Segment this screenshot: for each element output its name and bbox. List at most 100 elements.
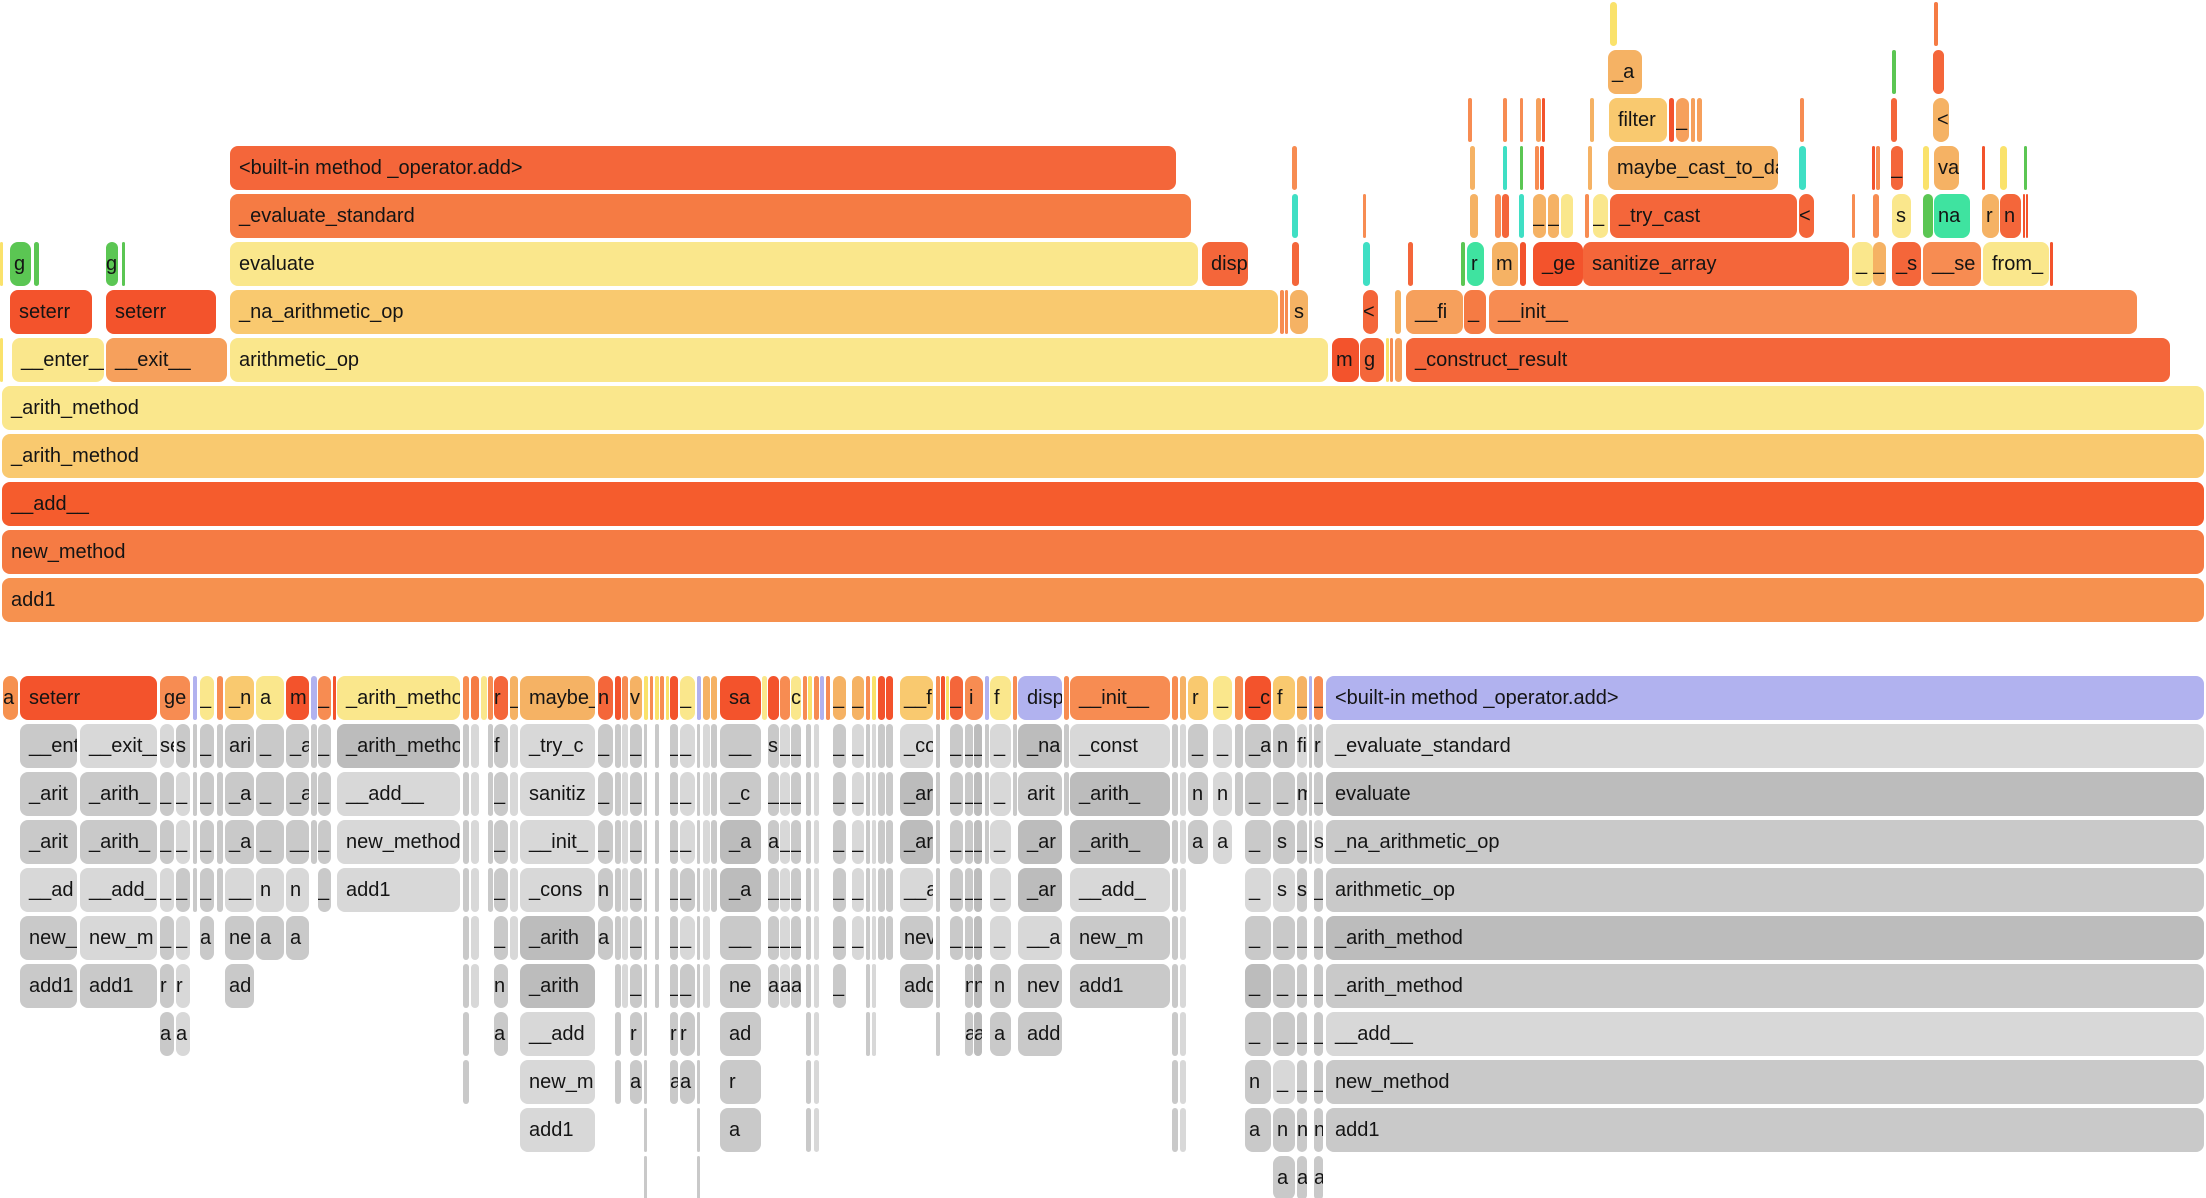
- frame-_a[interactable]: _a: [1608, 50, 1642, 94]
- frame-sliver[interactable]: [814, 1108, 819, 1152]
- frame-disp[interactable]: disp: [1202, 242, 1248, 286]
- frame-sliver[interactable]: [985, 820, 989, 864]
- frame-sliver[interactable]: [1520, 242, 1526, 286]
- frame-_[interactable]: _: [630, 868, 642, 912]
- frame-sliver[interactable]: [193, 676, 197, 720]
- frame-sliver[interactable]: [471, 772, 479, 816]
- frame-a[interactable]: a: [176, 1012, 190, 1056]
- frame-add1[interactable]: add1: [2, 578, 2204, 622]
- frame-sliver[interactable]: [866, 724, 870, 768]
- frame-add1[interactable]: add1: [1326, 1108, 2204, 1152]
- frame-sliver[interactable]: [814, 724, 819, 768]
- frame-sliver[interactable]: [488, 772, 493, 816]
- frame-_ar[interactable]: _ar: [900, 820, 933, 864]
- frame-sliver[interactable]: [878, 724, 885, 768]
- frame-sliver[interactable]: [878, 676, 885, 720]
- frame-add1[interactable]: add1: [337, 868, 460, 912]
- frame-sliver[interactable]: [872, 820, 876, 864]
- frame-sliver[interactable]: [1180, 1060, 1186, 1104]
- frame-_construct_result[interactable]: _construct_result: [1406, 338, 2170, 382]
- frame-r[interactable]: r: [670, 1012, 678, 1056]
- frame-sliver[interactable]: [886, 724, 893, 768]
- frame-_[interactable]: _: [974, 724, 982, 768]
- frame-sliver[interactable]: [1363, 194, 1366, 238]
- frame-_[interactable]: _: [965, 724, 973, 768]
- frame-sliver[interactable]: [644, 1108, 647, 1152]
- frame-_[interactable]: _: [833, 964, 846, 1008]
- frame-_arith_[interactable]: _arith_: [1070, 820, 1170, 864]
- frame-s[interactable]: s: [1314, 820, 1323, 864]
- frame-n[interactable]: n: [1297, 1108, 1307, 1152]
- frame-m[interactable]: m: [1297, 772, 1307, 816]
- frame-__add[interactable]: __add: [520, 1012, 595, 1056]
- frame-sliver[interactable]: [941, 676, 945, 720]
- frame-sliver[interactable]: [985, 676, 989, 720]
- frame-_[interactable]: _: [1245, 772, 1271, 816]
- frame-sliver[interactable]: [481, 676, 487, 720]
- frame-sliver[interactable]: [622, 964, 628, 1008]
- frame-_[interactable]: _: [965, 868, 973, 912]
- frame-new_m[interactable]: new_m: [520, 1060, 595, 1104]
- frame-r[interactable]: r: [630, 1012, 642, 1056]
- frame-n[interactable]: n: [1273, 1108, 1295, 1152]
- frame-sliver[interactable]: [806, 724, 811, 768]
- frame-_[interactable]: _: [1273, 1060, 1295, 1104]
- frame-_[interactable]: _: [974, 772, 982, 816]
- frame-sliver[interactable]: [711, 820, 717, 864]
- frame-_[interactable]: _: [974, 916, 982, 960]
- frame-_[interactable]: _: [160, 820, 174, 864]
- frame-_[interactable]: _: [494, 868, 508, 912]
- frame-sliver[interactable]: [193, 772, 197, 816]
- frame-a[interactable]: a: [791, 964, 801, 1008]
- frame-sliver[interactable]: [655, 820, 659, 864]
- frame-a[interactable]: a: [768, 964, 779, 1008]
- frame-_[interactable]: _: [200, 772, 214, 816]
- frame-sliver[interactable]: [1386, 338, 1389, 382]
- frame-_[interactable]: _: [494, 916, 508, 960]
- frame-ne[interactable]: ne: [720, 964, 761, 1008]
- frame-sliver[interactable]: [644, 868, 647, 912]
- frame-_[interactable]: _: [1245, 964, 1271, 1008]
- frame-a[interactable]: a: [780, 964, 790, 1008]
- frame-sliver[interactable]: [1013, 676, 1017, 720]
- frame-a[interactable]: a: [990, 1012, 1011, 1056]
- frame-sliver[interactable]: [780, 676, 790, 720]
- frame-disp[interactable]: disp: [1018, 676, 1062, 720]
- frame-a[interactable]: a: [768, 820, 779, 864]
- frame-sliver[interactable]: [1923, 146, 1929, 190]
- frame-sanitize_array[interactable]: sanitize_array: [1583, 242, 1849, 286]
- frame-_[interactable]: _: [833, 820, 846, 864]
- frame-_[interactable]: _: [630, 820, 642, 864]
- frame-sliver[interactable]: [1542, 98, 1545, 142]
- frame-sliver[interactable]: [1503, 98, 1507, 142]
- frame-_[interactable]: _: [680, 964, 695, 1008]
- frame-sliver[interactable]: [655, 772, 659, 816]
- frame-sliver[interactable]: [193, 820, 197, 864]
- frame-new_method[interactable]: new_method: [2, 530, 2204, 574]
- frame-add1[interactable]: add1: [80, 964, 157, 1008]
- frame-sliver[interactable]: [697, 724, 700, 768]
- frame-_[interactable]: _: [1297, 964, 1307, 1008]
- frame-sliver[interactable]: <: [1933, 98, 1949, 142]
- frame-add1[interactable]: add1: [1070, 964, 1170, 1008]
- frame-sliver[interactable]: [1892, 50, 1896, 94]
- frame-_[interactable]: _: [630, 724, 642, 768]
- frame-sliver[interactable]: [872, 868, 876, 912]
- frame-_c[interactable]: _c: [1245, 676, 1271, 720]
- frame-_a[interactable]: _a: [286, 724, 309, 768]
- frame-_[interactable]: _: [833, 772, 846, 816]
- frame-sliver[interactable]: [311, 676, 317, 720]
- frame-sliver[interactable]: [2050, 242, 2053, 286]
- frame-_[interactable]: _: [1891, 146, 1903, 190]
- frame-_arit[interactable]: _arit: [20, 772, 77, 816]
- frame-sliver[interactable]: [2000, 146, 2007, 190]
- frame-_[interactable]: _: [852, 820, 864, 864]
- frame-__se[interactable]: __se: [1923, 242, 1981, 286]
- frame-_a[interactable]: _a: [286, 772, 309, 816]
- frame-_[interactable]: _: [176, 772, 190, 816]
- frame-sliver[interactable]: [1923, 194, 1933, 238]
- frame-sliver[interactable]: [1590, 98, 1594, 142]
- frame-ne[interactable]: ne: [225, 916, 254, 960]
- frame-sliver[interactable]: [615, 820, 621, 864]
- frame-sliver[interactable]: [814, 820, 819, 864]
